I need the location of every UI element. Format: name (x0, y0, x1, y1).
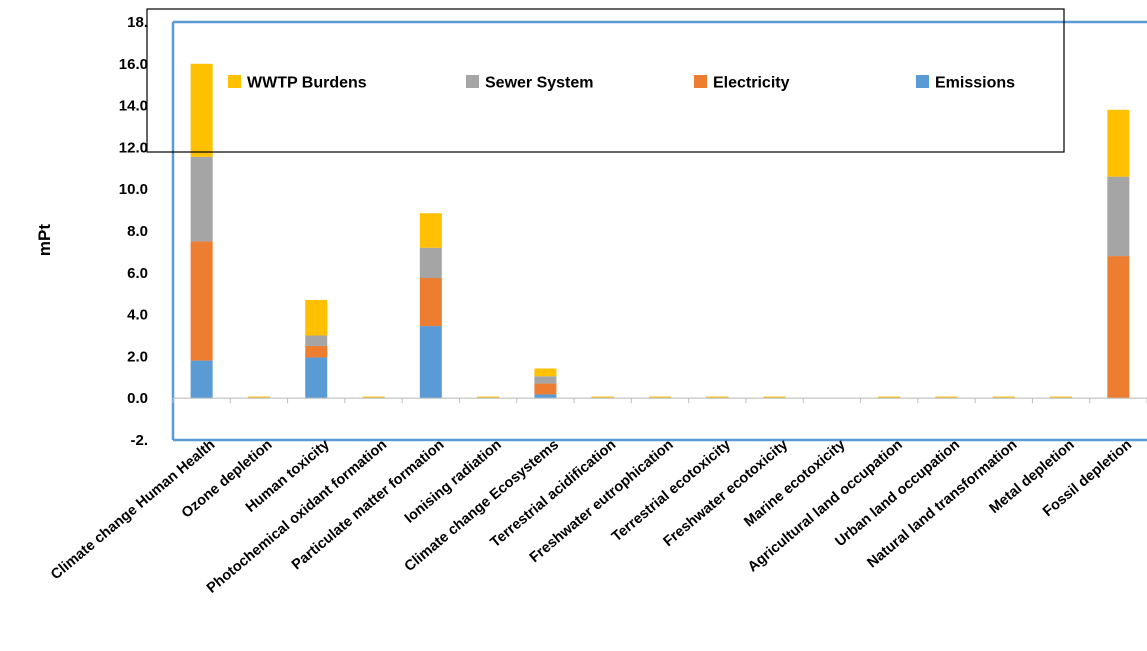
y-tick-label: -2. (130, 432, 148, 449)
bar-segment-emissions (419, 326, 442, 399)
legend-label: Emissions (935, 75, 1015, 92)
bar-segment-sewer-system (1107, 176, 1130, 257)
legend: WWTP Burdens Sewer System Electricity Emiss… (146, 8, 1065, 153)
y-tick-label: 6.0 (127, 265, 148, 282)
x-tick-label: Marine ecotoxicity (741, 437, 848, 531)
bar-segment-sewer-system (419, 247, 442, 279)
bar-segment-wwtp-burdens (419, 213, 442, 248)
bar-segment-wwtp-burdens (362, 396, 385, 398)
legend-swatch (916, 75, 929, 88)
bar-segment-electricity (305, 345, 328, 358)
legend-label: WWTP Burdens (247, 75, 367, 92)
bar-segment-emissions (305, 357, 328, 399)
y-tick-label: 14.0 (119, 98, 148, 115)
bar-segment-wwtp-burdens (534, 368, 557, 377)
bar-segment-wwtp-burdens (247, 396, 270, 398)
bar-segment-emissions (534, 394, 557, 399)
y-tick-label: 2.0 (127, 348, 148, 365)
legend-label: Electricity (713, 75, 790, 92)
legend-label: Sewer System (485, 75, 594, 92)
bar-segment-wwtp-burdens (1107, 109, 1130, 177)
y-axis-label: mPt (35, 224, 54, 256)
y-tick-label: 16.0 (119, 56, 148, 73)
bar-segment-wwtp-burdens (190, 63, 213, 157)
bar-segment-emissions (190, 360, 213, 399)
bar-segment-wwtp-burdens (763, 396, 786, 398)
bar-segment-wwtp-burdens (878, 396, 901, 398)
bar-segment-wwtp-burdens (706, 396, 729, 398)
bar-segment-wwtp-burdens (935, 396, 958, 398)
bar-segment-wwtp-burdens (591, 396, 614, 398)
bar-segment-electricity (534, 383, 557, 395)
legend-swatch (466, 75, 479, 88)
y-tick-label: 8.0 (127, 223, 148, 240)
y-tick-label: 12.0 (119, 139, 148, 156)
bars (190, 63, 1130, 399)
bar-segment-sewer-system (305, 335, 328, 346)
legend-box (146, 8, 1065, 153)
legend-swatch (694, 75, 707, 88)
y-tick-label: 10.0 (119, 181, 148, 198)
bar-segment-wwtp-burdens (477, 396, 500, 398)
bar-segment-electricity (419, 278, 442, 327)
bar-segment-wwtp-burdens (1050, 396, 1073, 398)
y-tick-label: 0.0 (127, 390, 148, 407)
bar-segment-wwtp-burdens (992, 396, 1015, 398)
axes (171, 20, 1147, 442)
y-tick-label: 4.0 (127, 307, 148, 324)
bar-segment-electricity (190, 241, 213, 361)
legend-swatch (228, 75, 241, 88)
x-tick-label: Ionising radiation (402, 437, 505, 527)
y-axis-ticks: -2. 0.0 2.0 4.0 6.0 8.0 10.0 12.0 14.0 16.0 18. (119, 14, 148, 449)
bar-segment-sewer-system (534, 376, 557, 384)
bar-segment-electricity (1107, 256, 1130, 399)
bar-segment-wwtp-burdens (649, 396, 671, 398)
y-tick-label: 18. (127, 14, 148, 31)
bar-segment-wwtp-burdens (305, 299, 328, 336)
bar-segment-sewer-system (190, 156, 213, 242)
